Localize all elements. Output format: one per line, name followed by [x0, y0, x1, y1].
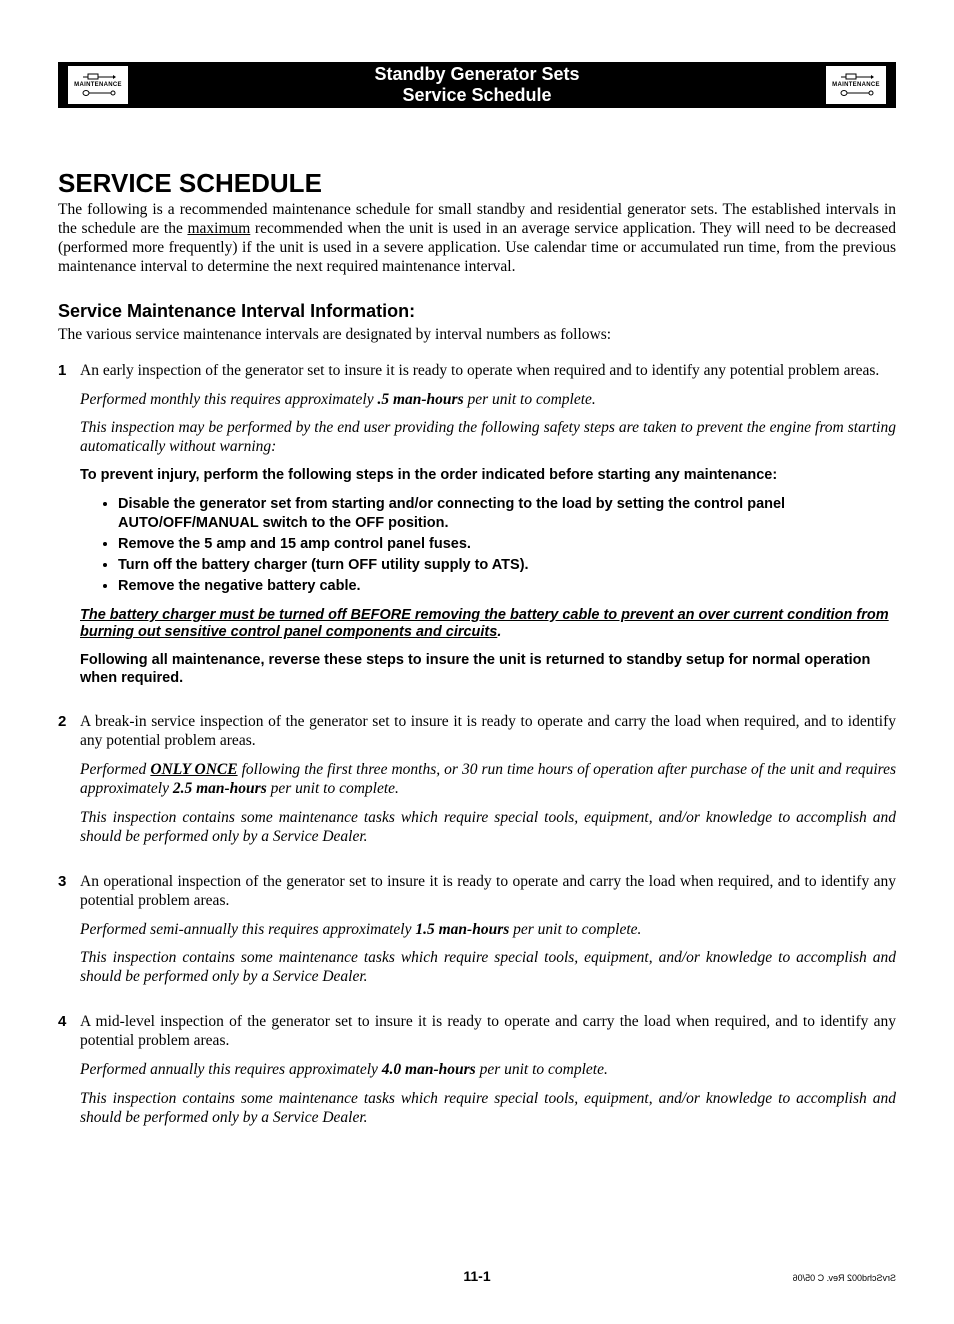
- safety-steps-list: Disable the generator set from starting …: [80, 495, 896, 597]
- header-title-line1: Standby Generator Sets: [138, 64, 816, 85]
- interval-number: 3: [58, 873, 80, 890]
- charger-warning: The battery charger must be turned off B…: [80, 607, 896, 642]
- interval-number: 2: [58, 713, 80, 730]
- item3-dealer-note: This inspection contains some maintenanc…: [80, 949, 896, 987]
- intro-paragraph: The following is a recommended maintenan…: [58, 201, 896, 277]
- item1-frequency: Performed monthly this requires approxim…: [80, 391, 896, 410]
- item3-frequency: Performed semi-annually this requires ap…: [80, 921, 896, 940]
- item1-enduser-note: This inspection may be performed by the …: [80, 419, 896, 457]
- safety-step: Remove the 5 amp and 15 amp control pane…: [118, 535, 896, 554]
- icon-label: MAINTENANCE: [74, 82, 122, 88]
- item3-desc: An operational inspection of the generat…: [80, 873, 896, 911]
- item2-frequency: Performed ONLY ONCE following the first …: [80, 761, 896, 799]
- lead-text: The various service maintenance interval…: [58, 326, 896, 344]
- maintenance-icon: MAINTENANCE: [826, 66, 886, 104]
- interval-number: 4: [58, 1013, 80, 1030]
- safety-step: Turn off the battery charger (turn OFF u…: [118, 556, 896, 575]
- header-title: Standby Generator Sets Service Schedule: [138, 64, 816, 105]
- safety-step: Remove the negative battery cable.: [118, 577, 896, 596]
- revision-label: SrvSchd002 Rev. C 05/06: [696, 1273, 896, 1283]
- icon-label: MAINTENANCE: [832, 82, 880, 88]
- item4-desc: A mid-level inspection of the generator …: [80, 1013, 896, 1051]
- interval-item-3: 3 An operational inspection of the gener…: [58, 873, 896, 998]
- item2-dealer-note: This inspection contains some maintenanc…: [80, 809, 896, 847]
- intro-maximum: maximum: [187, 220, 250, 237]
- following-note: Following all maintenance, reverse these…: [80, 652, 896, 687]
- item4-frequency: Performed annually this requires approxi…: [80, 1061, 896, 1080]
- subheading: Service Maintenance Interval Information…: [58, 301, 896, 322]
- interval-item-2: 2 A break-in service inspection of the g…: [58, 713, 896, 856]
- page-title: SERVICE SCHEDULE: [58, 168, 896, 199]
- interval-item-4: 4 A mid-level inspection of the generato…: [58, 1013, 896, 1138]
- header-bar: MAINTENANCE Standby Generator Sets Servi…: [58, 62, 896, 108]
- item2-desc: A break-in service inspection of the gen…: [80, 713, 896, 751]
- maintenance-icon: MAINTENANCE: [68, 66, 128, 104]
- interval-item-1: 1 An early inspection of the generator s…: [58, 362, 896, 698]
- safety-intro: To prevent injury, perform the following…: [80, 467, 896, 485]
- item1-desc: An early inspection of the generator set…: [80, 362, 896, 381]
- page-footer: 11-1 SrvSchd002 Rev. C 05/06: [58, 1268, 896, 1284]
- item4-dealer-note: This inspection contains some maintenanc…: [80, 1090, 896, 1128]
- interval-number: 1: [58, 362, 80, 379]
- safety-step: Disable the generator set from starting …: [118, 495, 896, 533]
- header-title-line2: Service Schedule: [138, 85, 816, 106]
- page-number: 11-1: [463, 1268, 490, 1284]
